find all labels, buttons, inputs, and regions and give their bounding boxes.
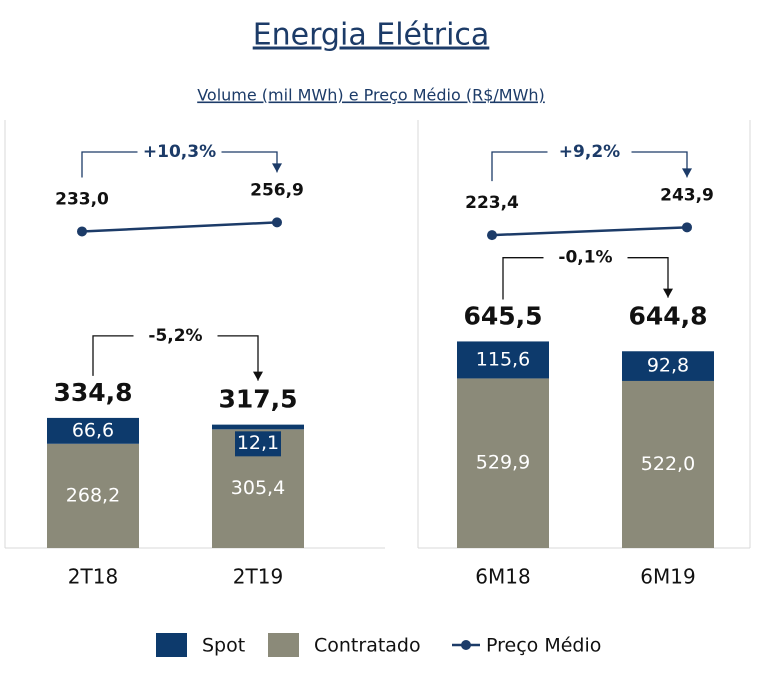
legend-label: Preço Médio	[486, 635, 601, 657]
price-label: 243,9	[660, 185, 714, 205]
price-point	[77, 226, 87, 237]
price-point	[487, 230, 497, 241]
bar-segment	[622, 351, 714, 381]
x-tick-label: 6M19	[640, 565, 695, 589]
arrow-head	[663, 288, 673, 298]
x-tick-label: 6M18	[475, 565, 530, 589]
legend-label: Contratado	[314, 635, 421, 657]
bar-segment	[457, 378, 549, 548]
bar-segment	[47, 443, 139, 548]
bar-segment	[457, 341, 549, 379]
price-label: 233,0	[55, 189, 109, 209]
bar-segment	[622, 380, 714, 548]
value-label: 92,8	[647, 355, 689, 377]
legend-dot	[461, 640, 471, 650]
label-bg	[137, 140, 222, 164]
value-label: 66,6	[72, 419, 114, 441]
total-label: 645,5	[463, 301, 542, 330]
change-label: +10,3%	[143, 142, 216, 162]
chart-subtitle: Volume (mil MWh) e Preço Médio (R$/MWh)	[197, 86, 545, 105]
arrow-head	[682, 168, 692, 178]
chart-title: Energia Elétrica	[253, 18, 490, 53]
label-bg	[133, 323, 218, 348]
change-label: -5,2%	[148, 326, 202, 346]
price-point	[272, 217, 282, 228]
x-tick-label: 2T18	[68, 565, 118, 589]
label-bg	[543, 245, 628, 270]
price-label: 256,9	[250, 180, 304, 200]
label-bg	[547, 140, 632, 164]
bar-segment	[212, 424, 304, 430]
legend-swatch	[156, 633, 187, 657]
total-label: 317,5	[218, 385, 297, 414]
value-label-bg	[235, 431, 281, 457]
change-label: -0,1%	[558, 248, 612, 268]
arrow-head	[272, 163, 282, 173]
value-label: 115,6	[476, 348, 530, 370]
price-line	[81, 221, 278, 233]
value-label: 12,1	[237, 432, 279, 454]
total-label: 334,8	[53, 378, 132, 407]
bar-segment	[47, 417, 139, 444]
value-label: 268,2	[66, 484, 120, 506]
price-point	[682, 222, 692, 233]
change-label: +9,2%	[559, 142, 620, 162]
total-label: 644,8	[628, 302, 707, 331]
value-label: 529,9	[476, 452, 530, 474]
price-label: 223,4	[465, 193, 519, 213]
arrow-head	[253, 371, 263, 381]
x-tick-label: 2T19	[233, 565, 283, 589]
value-label: 305,4	[231, 477, 285, 499]
price-line	[491, 226, 688, 237]
value-label: 522,0	[641, 453, 695, 475]
legend-label: Spot	[202, 635, 245, 657]
legend-swatch	[268, 633, 299, 657]
